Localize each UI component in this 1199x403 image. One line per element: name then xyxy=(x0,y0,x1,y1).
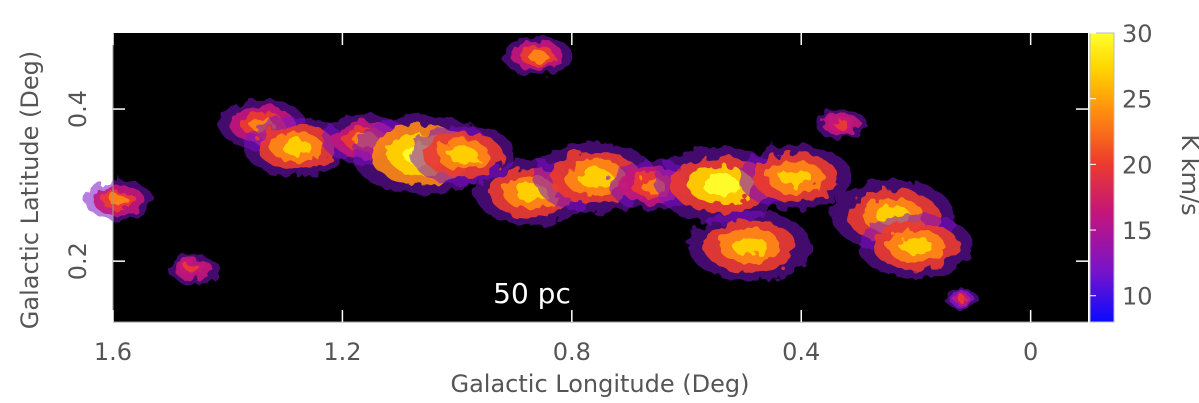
x-tick-label: 0.4 xyxy=(782,338,820,366)
colorbar-tick-label: 10 xyxy=(1122,283,1153,311)
x-axis-title: Galactic Longitude (Deg) xyxy=(451,370,750,398)
y-axis-title: Galactic Latitude (Deg) xyxy=(16,51,44,329)
colorbar xyxy=(1089,32,1115,323)
y-tick-label: 0.4 xyxy=(64,90,92,128)
emission-blob xyxy=(732,236,767,256)
emission-blob xyxy=(899,236,932,256)
colorbar-tick-label: 30 xyxy=(1122,20,1153,48)
colorbar-label: K km/s xyxy=(1176,134,1199,215)
emission-blob xyxy=(577,167,613,188)
x-tick-label: 0 xyxy=(1023,338,1038,366)
emission-blob xyxy=(527,50,548,62)
x-tick-label: 1.6 xyxy=(94,338,132,366)
x-tick-label: 0.8 xyxy=(553,338,591,366)
colorbar-tick-label: 25 xyxy=(1122,86,1153,114)
emission-blob xyxy=(448,146,478,164)
emission-blob xyxy=(957,296,967,303)
emission-map xyxy=(84,35,979,309)
emission-blob xyxy=(109,194,129,206)
emission-blob xyxy=(281,138,312,156)
emission-blob xyxy=(779,168,812,187)
y-tick-label: 0.2 xyxy=(64,242,92,280)
axis-ticks xyxy=(112,33,1088,322)
colorbar-tick-label: 15 xyxy=(1122,217,1153,245)
emission-blob xyxy=(834,120,849,129)
x-tick-labels: 1.6 1.2 0.8 0.4 0 xyxy=(94,338,1038,366)
x-tick-label: 1.2 xyxy=(323,338,361,366)
colorbar-tick-labels: 10 15 20 25 30 xyxy=(1090,20,1153,311)
emission-blob xyxy=(186,264,201,273)
colorbar-tick-label: 20 xyxy=(1122,151,1153,179)
scale-annotation: 50 pc xyxy=(493,277,571,310)
emission-blob xyxy=(702,174,740,196)
y-tick-labels: 0.2 0.4 xyxy=(64,90,92,280)
